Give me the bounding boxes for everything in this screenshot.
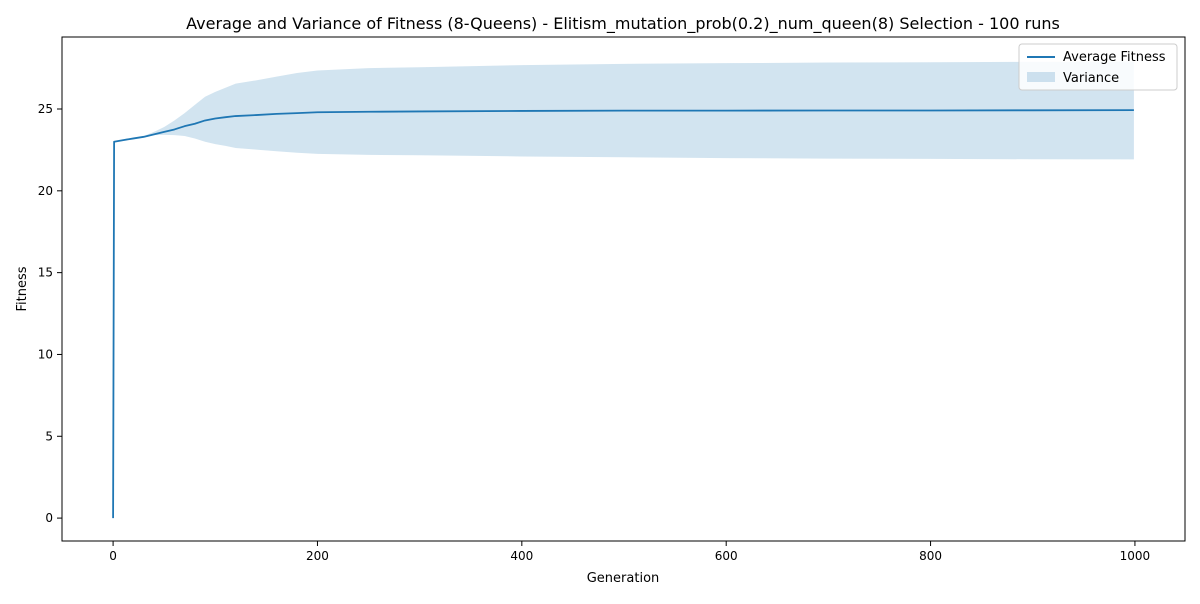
x-tick-label: 400 [510, 549, 533, 563]
y-tick-label: 25 [38, 102, 53, 116]
x-axis-label: Generation [587, 571, 660, 586]
x-tick-label: 200 [306, 549, 329, 563]
plot-area-frame [61, 36, 1186, 542]
chart-legend: Average Fitness Variance [1018, 43, 1178, 91]
x-tick-label: 1000 [1120, 549, 1151, 563]
legend-swatch-variance [1027, 72, 1055, 82]
chart-title: Average and Variance of Fitness (8-Queen… [186, 14, 1060, 34]
x-tick-label: 800 [919, 549, 942, 563]
y-tick-label: 10 [38, 347, 53, 361]
legend-label-variance: Variance [1063, 71, 1119, 86]
y-tick-label: 0 [45, 511, 53, 525]
x-axis-ticks: 0 200 400 600 800 1000 [109, 541, 1150, 563]
y-tick-label: 20 [38, 184, 53, 198]
y-axis-label: Fitness [15, 266, 30, 311]
average-line-layer [112, 109, 1134, 519]
x-tick-label: 600 [715, 549, 738, 563]
y-tick-label: 15 [38, 266, 53, 280]
legend-label-average-fitness: Average Fitness [1063, 50, 1166, 65]
x-tick-label: 0 [109, 549, 117, 563]
y-axis-ticks: 0 5 10 15 20 25 [38, 102, 62, 525]
average-fitness-line [112, 109, 1134, 519]
y-tick-label: 5 [45, 429, 53, 443]
legend-box [1018, 43, 1178, 91]
